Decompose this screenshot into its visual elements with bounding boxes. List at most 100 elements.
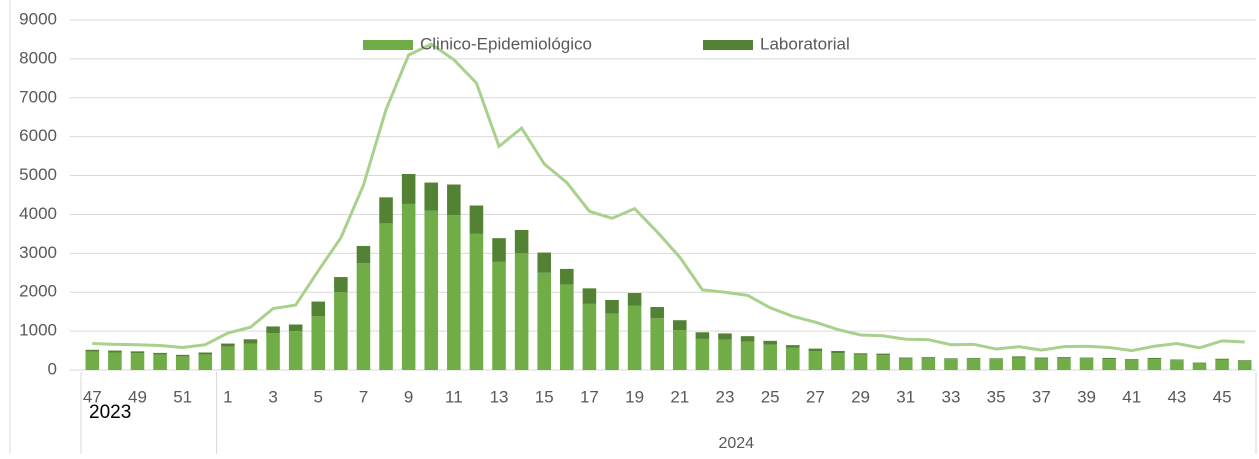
bar [808, 351, 823, 370]
bar [311, 316, 326, 370]
x-tick-label: 31 [896, 387, 915, 406]
bar [379, 223, 393, 370]
bar [1079, 357, 1094, 359]
bar [130, 351, 145, 354]
bar [153, 352, 167, 355]
y-tick-label: 1000 [19, 321, 57, 340]
bar [85, 349, 100, 352]
bar [356, 263, 371, 370]
bar [1147, 359, 1162, 370]
bar [1170, 359, 1184, 361]
bar [175, 354, 190, 357]
bar [1237, 360, 1252, 362]
y-tick-label: 6000 [19, 126, 57, 145]
bar [1011, 356, 1026, 358]
x-tick-label: 3 [268, 387, 277, 406]
bar [266, 333, 280, 370]
bar [1102, 359, 1116, 370]
bar [153, 354, 167, 370]
bar [989, 358, 1003, 360]
y-tick-label: 3000 [19, 243, 57, 262]
y-tick-label: 8000 [19, 48, 57, 67]
x-tick-label: 39 [1077, 387, 1096, 406]
bar [1192, 363, 1207, 370]
bar [1192, 362, 1207, 364]
bar [447, 184, 461, 216]
x-tick-label: 5 [314, 387, 323, 406]
y-tick-label: 0 [48, 359, 57, 378]
bar [1170, 360, 1184, 370]
bar [695, 332, 710, 339]
bar [560, 268, 574, 285]
bar [401, 203, 416, 370]
bar [921, 357, 936, 359]
bar [786, 347, 800, 370]
y-tick-label: 9000 [19, 9, 57, 28]
legend-label: Laboratorial [760, 34, 850, 53]
bar [876, 355, 890, 370]
bar [108, 350, 122, 353]
bar [266, 326, 280, 334]
bar [537, 272, 551, 370]
x-tick-label: 29 [851, 387, 870, 406]
bar [514, 230, 529, 254]
bar [175, 356, 190, 370]
bar [898, 358, 913, 370]
bar [198, 352, 213, 355]
bar [740, 336, 755, 342]
x-tick-label: 37 [1032, 387, 1051, 406]
y-tick-label: 2000 [19, 282, 57, 301]
bar [356, 245, 371, 264]
bar [740, 341, 755, 370]
bar [921, 358, 936, 370]
x-tick-label: 51 [173, 387, 192, 406]
bar [311, 301, 326, 317]
x-tick-label: 7 [359, 387, 368, 406]
bar [944, 358, 958, 360]
bar [853, 353, 868, 355]
bar [1034, 357, 1049, 359]
bar [898, 357, 913, 359]
bar [537, 252, 551, 273]
bar [718, 333, 732, 340]
bar [401, 174, 416, 204]
x-tick-label: 27 [806, 387, 825, 406]
bar [627, 305, 642, 370]
bar [673, 320, 687, 331]
bar [334, 277, 348, 293]
legend-label: Clinico-Epidemiológico [420, 34, 592, 53]
x-tick-label: 49 [128, 387, 147, 406]
bar [424, 182, 439, 211]
x-tick-label: 21 [670, 387, 689, 406]
bar [582, 303, 597, 370]
bar [288, 331, 303, 370]
bar [130, 353, 145, 370]
bar [243, 339, 258, 344]
y-tick-label: 5000 [19, 165, 57, 184]
x-tick-label: 15 [535, 387, 554, 406]
group-label: 2023 [89, 402, 131, 423]
bar [1124, 359, 1139, 360]
bar [831, 353, 845, 370]
bar [763, 344, 777, 370]
bar [379, 197, 393, 224]
bar [1147, 357, 1162, 360]
bar [1215, 358, 1229, 360]
bar [492, 261, 506, 370]
bar [221, 346, 235, 370]
bar [288, 324, 303, 332]
bar [944, 359, 958, 370]
bar [695, 338, 710, 370]
bar [627, 293, 642, 306]
x-tick-label: 45 [1213, 387, 1232, 406]
x-tick-label: 13 [490, 387, 509, 406]
x-tick-label: 19 [625, 387, 644, 406]
bar [786, 345, 800, 348]
bar [560, 284, 574, 370]
bar [808, 348, 823, 352]
bar [85, 351, 100, 370]
bar [492, 238, 506, 262]
bar [221, 343, 235, 347]
x-tick-label: 33 [941, 387, 960, 406]
x-tick-label: 35 [987, 387, 1006, 406]
